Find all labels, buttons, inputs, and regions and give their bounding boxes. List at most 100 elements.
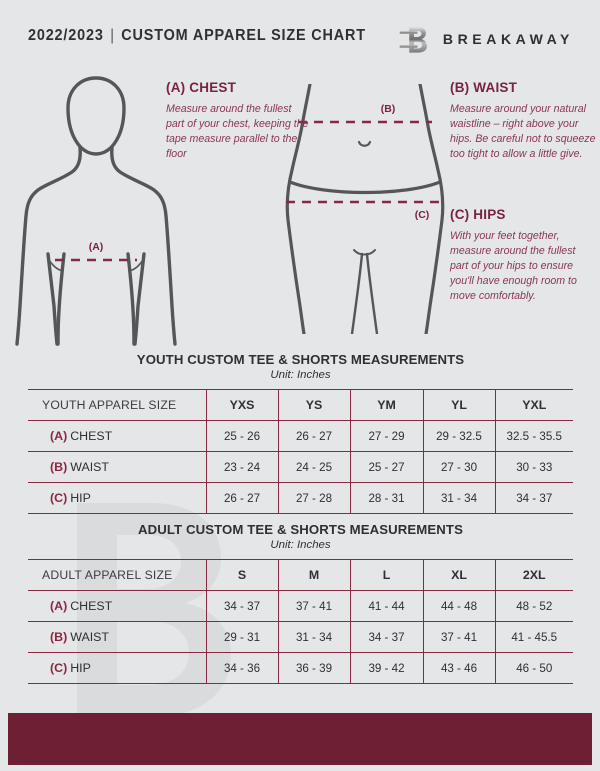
youth-size-table: YOUTH APPAREL SIZE YXS YS YM YL YXL (A) C… <box>28 389 573 514</box>
adult-r1-c3: 37 - 41 <box>422 621 495 653</box>
adult-row-1-name: WAIST <box>70 630 109 644</box>
waist-marker-label: (B) <box>381 103 396 115</box>
youth-col-1: YS <box>277 389 350 421</box>
adult-col-3: XL <box>422 559 495 591</box>
adult-r0-c3: 44 - 48 <box>422 590 495 622</box>
youth-r0-c3: 29 - 32.5 <box>422 420 495 452</box>
table-row: (A) CHEST 34 - 37 37 - 41 41 - 44 44 - 48… <box>28 590 573 622</box>
adult-row-2-tag: (C) <box>50 661 68 675</box>
youth-r0-c1: 26 - 27 <box>277 420 350 452</box>
youth-r2-c3: 31 - 34 <box>422 482 495 514</box>
adult-col-2: L <box>349 559 423 591</box>
youth-col-4: YXL <box>494 389 573 421</box>
callout-chest-title: (A) CHEST <box>166 80 237 95</box>
youth-r1-c3: 27 - 30 <box>422 451 495 483</box>
youth-row-0-tag: (A) <box>50 429 68 443</box>
youth-r1-c2: 25 - 27 <box>349 451 423 483</box>
adult-r0-c1: 37 - 41 <box>277 590 350 622</box>
hip-marker-label: (C) <box>415 209 430 221</box>
callout-waist-title: (B) WAIST <box>450 80 518 95</box>
adult-r2-c3: 43 - 46 <box>422 652 495 684</box>
table-row: (C) HIP 34 - 36 36 - 39 39 - 42 43 - 46 4… <box>28 652 573 684</box>
callout-waist-body: Measure around your natural waistline – … <box>450 103 596 161</box>
youth-row-1-tag: (B) <box>50 460 68 474</box>
page-title: 2022/2023 | CUSTOM APPAREL SIZE CHART <box>28 27 366 45</box>
table-header-row: YOUTH APPAREL SIZE YXS YS YM YL YXL <box>28 389 573 421</box>
adult-col-1: M <box>277 559 350 591</box>
table-header-row: ADULT APPAREL SIZE S M L XL 2XL <box>28 559 573 591</box>
youth-col-0: YXS <box>205 389 278 421</box>
callout-hips-title: (C) HIPS <box>450 207 506 222</box>
adult-r0-c0: 34 - 37 <box>205 590 278 622</box>
table-row: (B) WAIST 23 - 24 24 - 25 25 - 27 27 - 30… <box>28 451 573 483</box>
youth-r0-c0: 25 - 26 <box>205 420 278 452</box>
youth-size-header: YOUTH APPAREL SIZE <box>28 389 206 421</box>
title-label: CUSTOM APPAREL SIZE CHART <box>121 27 366 44</box>
youth-r1-c1: 24 - 25 <box>277 451 350 483</box>
adult-r1-c0: 29 - 31 <box>205 621 278 653</box>
chest-marker-label: (A) <box>89 241 104 253</box>
youth-col-3: YL <box>422 389 495 421</box>
table-row: (B) WAIST 29 - 31 31 - 34 34 - 37 37 - 41… <box>28 621 573 653</box>
season-label: 2022/2023 <box>28 27 104 44</box>
adult-row-0-name: CHEST <box>70 599 113 613</box>
youth-row-2-label: (C) HIP <box>28 482 206 514</box>
adult-row-0-tag: (A) <box>50 599 68 613</box>
adult-r0-c2: 41 - 44 <box>349 590 423 622</box>
youth-r1-c0: 23 - 24 <box>205 451 278 483</box>
youth-row-1-label: (B) WAIST <box>28 451 206 483</box>
lower-body-hips-icon: (B) (C) <box>285 84 445 334</box>
adult-r1-c2: 34 - 37 <box>349 621 423 653</box>
adult-row-0-label: (A) CHEST <box>28 590 206 622</box>
youth-row-0-name: CHEST <box>70 429 113 443</box>
adult-table-title: ADULT CUSTOM TEE & SHORTS MEASUREMENTS <box>138 522 463 537</box>
adult-row-2-label: (C) HIP <box>28 652 206 684</box>
youth-row-2-name: HIP <box>70 491 91 505</box>
youth-table-unit: Unit: Inches <box>270 369 331 381</box>
youth-r2-c1: 27 - 28 <box>277 482 350 514</box>
adult-r2-c0: 34 - 36 <box>205 652 278 684</box>
adult-col-0: S <box>205 559 278 591</box>
youth-r0-c4: 32.5 - 35.5 <box>494 420 573 452</box>
upper-body-torso-icon: (A) <box>15 76 177 346</box>
callout-hips-body: With your feet together, measure around … <box>450 230 577 303</box>
table-row: (A) CHEST 25 - 26 26 - 27 27 - 29 29 - 32… <box>28 420 573 452</box>
adult-size-table-block: ADULT CUSTOM TEE & SHORTS MEASUREMENTS U… <box>28 522 573 684</box>
callout-hips: (C) HIPS With your feet together, measur… <box>450 207 596 304</box>
footer-bar <box>8 713 592 765</box>
callout-waist: (B) WAIST Measure around your natural wa… <box>450 80 596 162</box>
adult-row-1-tag: (B) <box>50 630 68 644</box>
adult-table-unit: Unit: Inches <box>270 539 331 551</box>
youth-r0-c2: 27 - 29 <box>349 420 423 452</box>
youth-size-table-block: YOUTH CUSTOM TEE & SHORTS MEASUREMENTS U… <box>28 352 573 514</box>
youth-row-1-name: WAIST <box>70 460 109 474</box>
adult-size-header: ADULT APPAREL SIZE <box>28 559 206 591</box>
youth-row-0-label: (A) CHEST <box>28 420 206 452</box>
youth-col-2: YM <box>349 389 423 421</box>
adult-r2-c2: 39 - 42 <box>349 652 423 684</box>
adult-row-2-name: HIP <box>70 661 91 675</box>
adult-col-4: 2XL <box>494 559 573 591</box>
adult-r2-c1: 36 - 39 <box>277 652 350 684</box>
title-separator: | <box>110 27 115 44</box>
youth-row-2-tag: (C) <box>50 491 68 505</box>
youth-r2-c4: 34 - 37 <box>494 482 573 514</box>
adult-r1-c4: 41 - 45.5 <box>494 621 573 653</box>
adult-r2-c4: 46 - 50 <box>494 652 573 684</box>
youth-table-title: YOUTH CUSTOM TEE & SHORTS MEASUREMENTS <box>136 352 465 367</box>
adult-r1-c1: 31 - 34 <box>277 621 350 653</box>
table-row: (C) HIP 26 - 27 27 - 28 28 - 31 31 - 34 3… <box>28 482 573 514</box>
page-header: 2022/2023 | CUSTOM APPAREL SIZE CHART BREA… <box>0 0 600 72</box>
brand-block: BREAKAWAY <box>397 22 574 56</box>
brand-name: BREAKAWAY <box>442 31 574 47</box>
breakaway-b-logo-icon <box>399 26 427 53</box>
youth-r2-c2: 28 - 31 <box>349 482 423 514</box>
adult-size-table: ADULT APPAREL SIZE S M L XL 2XL (A) CHEST… <box>28 559 573 684</box>
adult-row-1-label: (B) WAIST <box>28 621 206 653</box>
adult-r0-c4: 48 - 52 <box>494 590 573 622</box>
illustration-area: (A) (B) (C) (A) CHEST Measure around the… <box>0 72 600 350</box>
callout-chest: (A) CHEST Measure around the fullest par… <box>166 80 312 162</box>
youth-r2-c0: 26 - 27 <box>205 482 278 514</box>
youth-r1-c4: 30 - 33 <box>494 451 573 483</box>
callout-chest-body: Measure around the fullest part of your … <box>166 103 309 161</box>
